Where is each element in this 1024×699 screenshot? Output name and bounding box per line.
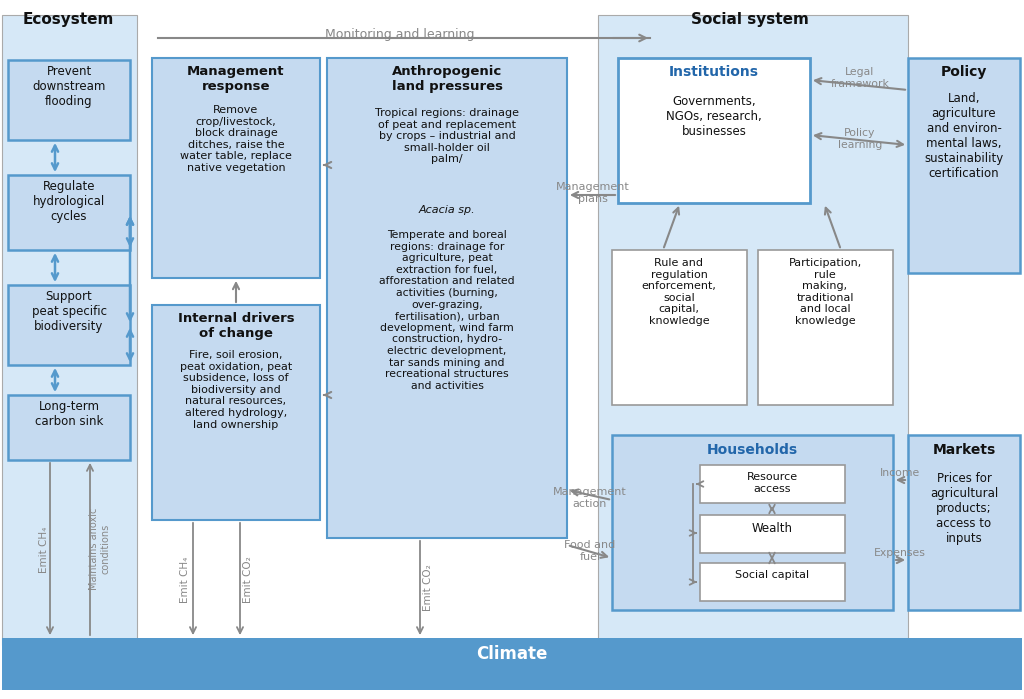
Bar <box>598 15 908 645</box>
Bar <box>700 515 845 553</box>
Text: Monitoring and learning: Monitoring and learning <box>326 28 475 41</box>
Text: Management
action: Management action <box>553 487 627 509</box>
Text: Ecosystem: Ecosystem <box>23 12 114 27</box>
Bar <box>8 395 130 460</box>
Text: Emit CH₄: Emit CH₄ <box>180 557 190 603</box>
Bar <box>8 60 130 140</box>
Bar <box>8 285 130 365</box>
Bar <box>612 435 893 610</box>
Bar <box>2 638 1022 690</box>
Bar <box>612 250 746 405</box>
Text: Households: Households <box>707 443 798 457</box>
Bar <box>152 305 319 520</box>
Text: Food and
fuel: Food and fuel <box>564 540 615 561</box>
Bar <box>2 15 137 645</box>
Text: Internal drivers
of change: Internal drivers of change <box>178 312 294 340</box>
Text: Wealth: Wealth <box>752 522 793 535</box>
Text: Rule and
regulation
enforcement,
social
capital,
knowledge: Rule and regulation enforcement, social … <box>642 258 717 326</box>
Text: Acacia sp.: Acacia sp. <box>419 205 475 215</box>
Text: Social system: Social system <box>691 12 809 27</box>
Text: Support
peat specific
biodiversity: Support peat specific biodiversity <box>32 290 106 333</box>
Text: Management
response: Management response <box>187 65 285 93</box>
Text: Long-term
carbon sink: Long-term carbon sink <box>35 400 103 428</box>
Bar <box>152 58 319 278</box>
Text: Land,
agriculture
and environ-
mental laws,
sustainability
certification: Land, agriculture and environ- mental la… <box>925 92 1004 180</box>
Bar <box>700 465 845 503</box>
Text: Maintains anoxic
conditions: Maintains anoxic conditions <box>89 507 111 590</box>
Bar <box>700 563 845 601</box>
Text: Emit CH₄: Emit CH₄ <box>39 527 49 573</box>
Text: Regulate
hydrological
cycles: Regulate hydrological cycles <box>33 180 105 223</box>
Text: Expenses: Expenses <box>874 548 926 558</box>
Text: Policy
learning: Policy learning <box>838 128 883 150</box>
Text: Policy: Policy <box>941 65 987 79</box>
Text: Emit CO₂: Emit CO₂ <box>423 565 433 612</box>
Text: Emit CO₂: Emit CO₂ <box>243 556 253 603</box>
Text: Fire, soil erosion,
peat oxidation, peat
subsidence, loss of
biodiversity and
na: Fire, soil erosion, peat oxidation, peat… <box>180 350 292 430</box>
Text: Temperate and boreal
regions: drainage for
agriculture, peat
extraction for fuel: Temperate and boreal regions: drainage f… <box>379 230 515 391</box>
Bar <box>327 58 567 538</box>
Text: Management
plans: Management plans <box>556 182 630 203</box>
Text: Markets: Markets <box>933 443 995 457</box>
Text: Income: Income <box>880 468 921 478</box>
Bar <box>758 250 893 405</box>
Text: Participation,
rule
making,
traditional
and local
knowledge: Participation, rule making, traditional … <box>788 258 861 326</box>
Bar <box>908 58 1020 273</box>
Text: Resource
access: Resource access <box>746 472 798 493</box>
Text: Institutions: Institutions <box>669 65 759 79</box>
Text: Remove
crop/livestock,
block drainage
ditches, raise the
water table, replace
na: Remove crop/livestock, block drainage di… <box>180 105 292 173</box>
Text: Prevent
downstream
flooding: Prevent downstream flooding <box>33 65 105 108</box>
Bar <box>908 435 1020 610</box>
Text: Prices for
agricultural
products;
access to
inputs: Prices for agricultural products; access… <box>930 472 998 545</box>
Text: Social capital: Social capital <box>735 570 809 580</box>
Text: Climate: Climate <box>476 645 548 663</box>
Text: Governments,
NGOs, research,
businesses: Governments, NGOs, research, businesses <box>667 95 762 138</box>
Bar <box>618 58 810 203</box>
Bar <box>8 175 130 250</box>
Text: Tropical regions: drainage
of peat and replacement
by crops – industrial and
sma: Tropical regions: drainage of peat and r… <box>375 108 519 164</box>
Text: Anthropogenic
land pressures: Anthropogenic land pressures <box>391 65 503 93</box>
Text: Legal
framework: Legal framework <box>830 67 890 89</box>
